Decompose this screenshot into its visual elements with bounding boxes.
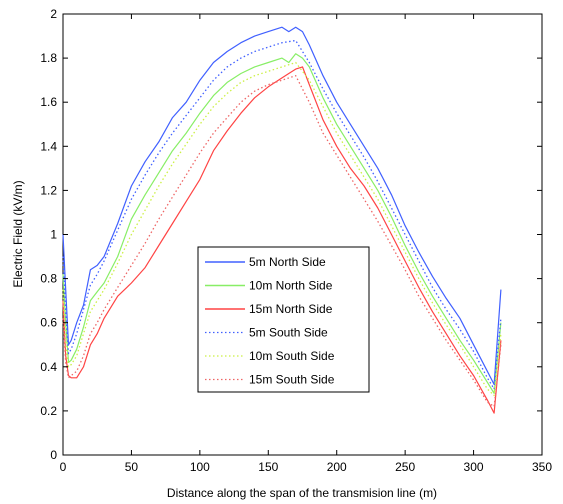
ticks-layer: 0 50 100 150 200 250 300 350 0 0.2 0.4 0.6 0.8 1 1.2 1.… [40, 7, 552, 474]
series-layer [62, 26, 502, 414]
x-tick-label: 300 [464, 460, 484, 474]
y-axis-label: Electric Field (kV/m) [11, 180, 25, 287]
x-tick-label: 250 [395, 460, 415, 474]
y-tick-label: 0.8 [40, 272, 57, 286]
series-line-4 [62, 39, 502, 390]
x-tick-label: 50 [125, 460, 139, 474]
legend-label: 5m South Side [249, 326, 328, 340]
y-tick-label: 0.4 [40, 360, 57, 374]
y-tick-label: 1.2 [40, 183, 57, 197]
x-tick-label: 200 [327, 460, 347, 474]
y-tick-label: 0 [50, 448, 57, 462]
y-tick-label: 1 [50, 228, 57, 242]
x-tick-label: 150 [258, 460, 278, 474]
legend-label: 10m North Side [249, 279, 333, 293]
series-line-5 [62, 61, 502, 397]
legend-box [197, 246, 370, 393]
series-line-6 [62, 75, 502, 408]
y-tick-label: 0.6 [40, 316, 57, 330]
legend-label: 15m South Side [249, 373, 335, 387]
legend-label: 5m North Side [249, 255, 326, 269]
x-axis-label: Distance along the span of the transmisi… [167, 486, 437, 500]
legend-label: 10m South Side [249, 349, 335, 363]
x-tick-label: 350 [532, 460, 552, 474]
legend-label: 15m North Side [249, 302, 333, 316]
x-tick-label: 100 [190, 460, 210, 474]
y-tick-label: 1.4 [40, 139, 57, 153]
legend: 5m North Side 10m North Side 15m North Sid… [197, 246, 370, 393]
series-line-3 [62, 66, 502, 414]
x-tick-label: 0 [60, 460, 67, 474]
y-tick-label: 2 [50, 7, 57, 21]
y-tick-label: 1.6 [40, 95, 57, 109]
y-tick-label: 0.2 [40, 404, 57, 418]
series-line-2 [62, 53, 502, 394]
legend-entries: 5m North Side 10m North Side 15m North Sid… [205, 255, 335, 387]
y-tick-label: 1.8 [40, 51, 57, 65]
series-line-1 [62, 26, 502, 385]
